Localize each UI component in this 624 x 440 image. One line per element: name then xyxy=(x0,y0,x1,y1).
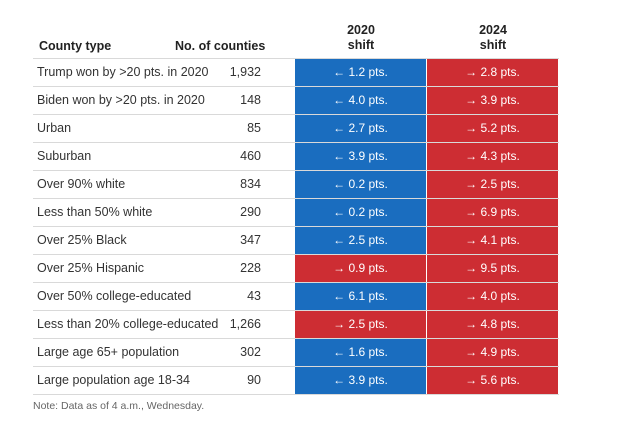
shift-2020-cell: ← 1.6 pts. xyxy=(295,339,426,366)
shift-2020-cell: ← 6.1 pts. xyxy=(295,283,426,310)
county-type-cell: Less than 50% white xyxy=(37,205,153,219)
table-row: Over 25% Black 347 ← 2.5 pts. → 4.1 pts. xyxy=(33,227,559,255)
shift-2020-cell: → 2.5 pts. xyxy=(295,311,426,338)
shift-2024-cell: → 9.5 pts. xyxy=(427,255,558,282)
table-row: Large population age 18-34 90 ← 3.9 pts. → … xyxy=(33,367,559,395)
table-row: Trump won by >20 pts. in 2020 1,932 ← 1.2 … xyxy=(33,58,559,87)
table-row: Over 90% white 834 ← 0.2 pts. → 2.5 pts. xyxy=(33,171,559,199)
county-type-cell: Over 25% Hispanic xyxy=(37,261,144,275)
shift-2020-cell: → 0.9 pts. xyxy=(295,255,426,282)
header-count: No. of counties xyxy=(175,39,266,53)
county-type-cell: Trump won by >20 pts. in 2020 xyxy=(37,65,209,79)
shift-2020-cell: ← 3.9 pts. xyxy=(295,367,426,394)
county-count-cell: 1,932 xyxy=(229,65,261,79)
county-count-cell: 302 xyxy=(240,345,261,359)
county-type-cell: Large population age 18-34 xyxy=(37,373,190,387)
county-count-cell: 460 xyxy=(240,149,261,163)
table-row: Less than 50% white 290 ← 0.2 pts. → 6.9 pt… xyxy=(33,199,559,227)
table-row: Less than 20% college-educated 1,266 → 2.5… xyxy=(33,311,559,339)
shift-2020-cell: ← 4.0 pts. xyxy=(295,87,426,114)
county-type-cell: Suburban xyxy=(37,149,92,163)
shift-2024-cell: → 4.8 pts. xyxy=(427,311,558,338)
county-type-cell: Over 25% Black xyxy=(37,233,127,247)
table-header: County type No. of counties 2020 shift 2… xyxy=(33,22,559,58)
shift-2024-cell: → 5.6 pts. xyxy=(427,367,558,394)
shift-2024-cell: → 2.8 pts. xyxy=(427,59,558,86)
shift-2024-cell: → 4.1 pts. xyxy=(427,227,558,254)
shift-2024-cell: → 3.9 pts. xyxy=(427,87,558,114)
county-count-cell: 43 xyxy=(247,289,261,303)
county-type-cell: Large age 65+ population xyxy=(37,345,180,359)
table-row: Over 25% Hispanic 228 → 0.9 pts. → 9.5 pts. xyxy=(33,255,559,283)
table-row: Large age 65+ population 302 ← 1.6 pts. → 4… xyxy=(33,339,559,367)
county-count-cell: 90 xyxy=(247,373,261,387)
shift-2024-cell: → 4.0 pts. xyxy=(427,283,558,310)
table-row: Over 50% college-educated 43 ← 6.1 pts. → 4… xyxy=(33,283,559,311)
county-count-cell: 290 xyxy=(240,205,261,219)
shift-2024-cell: → 4.9 pts. xyxy=(427,339,558,366)
shift-2024-cell: → 6.9 pts. xyxy=(427,199,558,226)
shift-2020-cell: ← 2.5 pts. xyxy=(295,227,426,254)
header-2020-shift: 2020 shift xyxy=(347,23,375,52)
table-row: Biden won by >20 pts. in 2020 148 ← 4.0 pt… xyxy=(33,87,559,115)
shift-2020-cell: ← 1.2 pts. xyxy=(295,59,426,86)
shift-2024-cell: → 2.5 pts. xyxy=(427,171,558,198)
shift-2024-cell: → 4.3 pts. xyxy=(427,143,558,170)
table-row: Suburban 460 ← 3.9 pts. → 4.3 pts. xyxy=(33,143,559,171)
shift-2024-cell: → 5.2 pts. xyxy=(427,115,558,142)
shift-2020-cell: ← 0.2 pts. xyxy=(295,199,426,226)
county-count-cell: 347 xyxy=(240,233,261,247)
shift-2020-cell: ← 3.9 pts. xyxy=(295,143,426,170)
county-type-cell: Less than 20% college-educated xyxy=(37,317,219,331)
county-count-cell: 1,266 xyxy=(229,317,261,331)
county-type-cell: Urban xyxy=(37,121,72,135)
footnote: Note: Data as of 4 a.m., Wednesday. xyxy=(33,400,205,412)
county-count-cell: 85 xyxy=(247,121,261,135)
shift-2020-cell: ← 2.7 pts. xyxy=(295,115,426,142)
table-body: Trump won by >20 pts. in 2020 1,932 ← 1.2 … xyxy=(33,58,559,395)
header-county-type: County type xyxy=(39,39,112,53)
header-2024-shift: 2024 shift xyxy=(479,23,507,52)
shift-table: County type No. of counties 2020 shift 2… xyxy=(33,22,559,395)
county-type-cell: Biden won by >20 pts. in 2020 xyxy=(37,93,205,107)
county-count-cell: 834 xyxy=(240,177,261,191)
shift-2020-cell: ← 0.2 pts. xyxy=(295,171,426,198)
table-row: Urban 85 ← 2.7 pts. → 5.2 pts. xyxy=(33,115,559,143)
county-type-cell: Over 90% white xyxy=(37,177,126,191)
county-type-cell: Over 50% college-educated xyxy=(37,289,192,303)
county-count-cell: 148 xyxy=(240,93,261,107)
county-count-cell: 228 xyxy=(240,261,261,275)
